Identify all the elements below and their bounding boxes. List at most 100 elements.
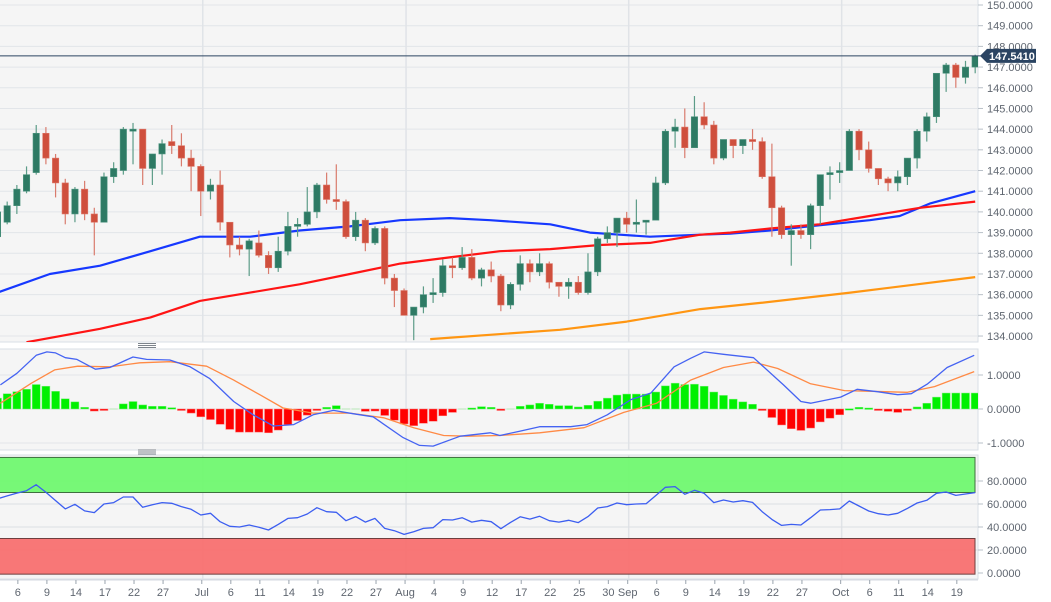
bearish-candle[interactable] <box>61 178 69 225</box>
bullish-candle[interactable] <box>923 112 931 142</box>
bullish-candle[interactable] <box>410 306 418 341</box>
time-axis[interactable]: 6 9 14 17 22 27 Jul 6 11 14 19 22 27 Aug 4 9 12 17 22 25 30 S… <box>0 579 978 599</box>
bullish-candle[interactable] <box>516 255 524 291</box>
bearish-candle[interactable] <box>797 224 805 239</box>
bearish-candle[interactable] <box>265 251 273 274</box>
bullish-candle[interactable] <box>32 125 40 175</box>
bullish-candle[interactable] <box>661 129 669 186</box>
bullish-candle[interactable] <box>158 139 166 175</box>
bearish-candle[interactable] <box>361 218 369 252</box>
bearish-candle[interactable] <box>545 261 553 289</box>
bullish-candle[interactable] <box>642 219 650 235</box>
bearish-candle[interactable] <box>768 143 776 237</box>
bullish-candle[interactable] <box>913 129 921 169</box>
bearish-candle[interactable] <box>323 172 331 204</box>
bearish-candle[interactable] <box>681 108 689 159</box>
bullish-candle[interactable] <box>826 166 834 200</box>
bearish-candle[interactable] <box>90 207 98 256</box>
bullish-candle[interactable] <box>594 236 602 277</box>
bullish-candle[interactable] <box>632 199 640 233</box>
bearish-candle[interactable] <box>390 273 398 308</box>
bearish-candle[interactable] <box>216 170 224 231</box>
bullish-candle[interactable] <box>894 170 902 192</box>
bullish-candle[interactable] <box>3 201 11 225</box>
bullish-candle[interactable] <box>274 236 282 272</box>
bearish-candle[interactable] <box>255 230 263 258</box>
bearish-candle[interactable] <box>197 164 205 217</box>
bearish-candle[interactable] <box>623 211 631 233</box>
bearish-candle[interactable] <box>749 129 757 150</box>
bullish-candle[interactable] <box>719 139 727 161</box>
bullish-candle[interactable] <box>129 122 137 165</box>
bullish-candle[interactable] <box>477 267 485 287</box>
bearish-candle[interactable] <box>81 180 89 221</box>
bearish-candle[interactable] <box>758 137 766 179</box>
bullish-candle[interactable] <box>439 259 447 297</box>
bullish-candle[interactable] <box>148 153 156 186</box>
bearish-candle[interactable] <box>487 261 495 283</box>
bullish-candle[interactable] <box>110 162 118 183</box>
bullish-candle[interactable] <box>13 185 21 214</box>
bearish-candle[interactable] <box>139 128 147 186</box>
bullish-candle[interactable] <box>816 174 824 225</box>
bearish-candle[interactable] <box>236 236 244 256</box>
bullish-candle[interactable] <box>371 226 379 246</box>
bearish-candle[interactable] <box>700 102 708 130</box>
bullish-candle[interactable] <box>206 178 214 200</box>
bearish-candle[interactable] <box>168 125 176 154</box>
bullish-candle[interactable] <box>458 247 466 270</box>
bearish-candle[interactable] <box>42 127 50 165</box>
bullish-candle[interactable] <box>739 139 747 154</box>
bearish-candle[interactable] <box>778 205 786 239</box>
bullish-candle[interactable] <box>652 176 660 221</box>
bearish-candle[interactable] <box>448 257 456 279</box>
bearish-candle[interactable] <box>555 281 563 297</box>
bearish-candle[interactable] <box>381 226 389 285</box>
bearish-candle[interactable] <box>400 288 408 316</box>
bearish-candle[interactable] <box>187 149 195 192</box>
bullish-candle[interactable] <box>671 118 679 148</box>
bearish-candle[interactable] <box>884 176 892 192</box>
bullish-candle[interactable] <box>23 166 31 194</box>
pane-resize-handles[interactable] <box>138 343 156 455</box>
bearish-candle[interactable] <box>497 273 505 312</box>
pane-resize-handle[interactable] <box>138 343 156 348</box>
bullish-candle[interactable] <box>603 226 611 243</box>
bullish-candle[interactable] <box>836 162 844 183</box>
bearish-candle[interactable] <box>226 221 234 258</box>
bullish-candle[interactable] <box>845 129 853 171</box>
bearish-candle[interactable] <box>332 164 340 210</box>
bullish-candle[interactable] <box>245 238 253 277</box>
bearish-candle[interactable] <box>468 249 476 281</box>
bullish-candle[interactable] <box>284 211 292 256</box>
bullish-candle[interactable] <box>507 282 515 310</box>
bearish-candle[interactable] <box>952 62 960 88</box>
bullish-candle[interactable] <box>565 278 573 299</box>
bearish-candle[interactable] <box>52 153 60 198</box>
bullish-candle[interactable] <box>352 211 360 241</box>
bearish-candle[interactable] <box>729 139 737 159</box>
bullish-candle[interactable] <box>429 278 437 303</box>
oscillator-pane[interactable] <box>0 454 979 580</box>
bullish-candle[interactable] <box>119 127 127 175</box>
price-pane[interactable] <box>0 0 982 343</box>
bullish-candle[interactable] <box>303 187 311 227</box>
bullish-candle[interactable] <box>313 182 321 219</box>
bullish-candle[interactable] <box>932 72 940 123</box>
bearish-candle[interactable] <box>526 259 534 283</box>
price-axis[interactable]: 150.0000149.0000148.0000147.0000146.0000… <box>978 0 1033 580</box>
bullish-candle[interactable] <box>536 253 544 277</box>
bullish-candle[interactable] <box>942 62 950 92</box>
bearish-candle[interactable] <box>855 129 863 161</box>
bullish-candle[interactable] <box>584 253 592 295</box>
bearish-candle[interactable] <box>342 199 350 239</box>
bullish-candle[interactable] <box>0 206 2 243</box>
bullish-candle[interactable] <box>787 224 795 266</box>
bearish-candle[interactable] <box>874 168 882 186</box>
macd-pane[interactable] <box>0 348 979 451</box>
bullish-candle[interactable] <box>961 60 969 84</box>
bullish-candle[interactable] <box>100 172 108 223</box>
bullish-candle[interactable] <box>690 96 698 149</box>
bullish-candle[interactable] <box>419 286 427 314</box>
